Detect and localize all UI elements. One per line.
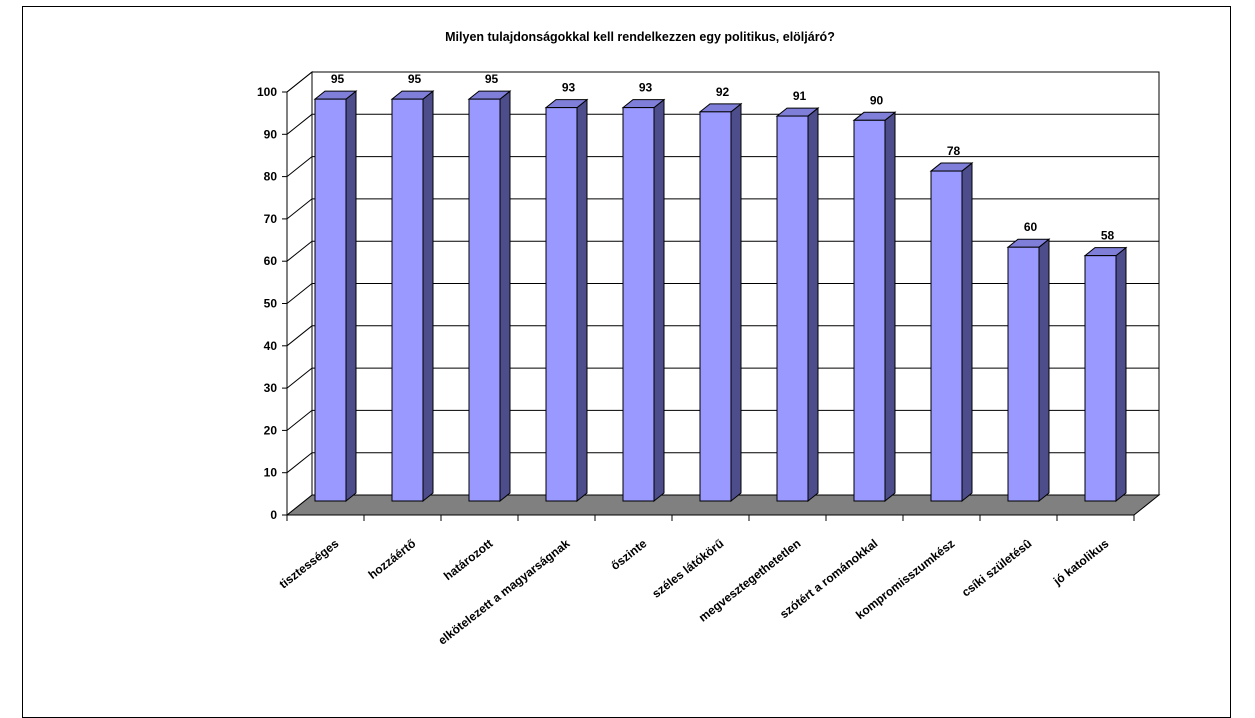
bar-side — [576, 98, 588, 503]
bar-side — [499, 90, 511, 503]
category-label: elkötelezett a magyarságnak — [435, 536, 572, 647]
y-tick-label: 70 — [264, 212, 278, 226]
bar-front — [853, 119, 886, 502]
y-tick-label: 60 — [264, 254, 278, 268]
bar-side — [961, 162, 973, 503]
bar-side — [345, 90, 357, 503]
category-label: tisztességes — [276, 536, 341, 591]
bar-front — [776, 115, 809, 502]
bar — [1083, 246, 1128, 503]
bar — [1006, 238, 1051, 503]
data-label: 58 — [1101, 229, 1115, 243]
y-tick-label: 100 — [257, 85, 277, 99]
bar-front — [930, 170, 963, 502]
y-tick-label: 80 — [264, 170, 278, 184]
data-label: 92 — [716, 85, 730, 99]
bar-front — [468, 98, 501, 502]
bar — [852, 111, 897, 503]
bar-front — [622, 107, 655, 502]
y-tick-label: 50 — [264, 297, 278, 311]
bar-front — [391, 98, 424, 502]
data-label: 95 — [331, 72, 345, 86]
bar-side — [807, 107, 819, 503]
category-label: jó katolikus — [1050, 536, 1112, 588]
category-label: csíki születésû — [959, 536, 1034, 599]
bar-side — [730, 102, 742, 503]
bar — [621, 98, 666, 503]
bar-side — [1038, 238, 1050, 503]
category-label: széles látókörű — [649, 536, 726, 600]
bar — [390, 90, 435, 503]
gridline — [286, 71, 1159, 93]
data-label: 95 — [485, 72, 499, 86]
bar-front — [314, 98, 347, 502]
chart-title: Milyen tulajdonságokkal kell rendelkezze… — [445, 30, 835, 44]
y-tick-label: 20 — [264, 423, 278, 437]
category-label: őszinte — [608, 536, 649, 573]
bar — [313, 90, 358, 503]
bar — [544, 98, 589, 503]
bar — [929, 162, 974, 503]
data-label: 91 — [793, 89, 807, 103]
y-tick-label: 40 — [264, 339, 278, 353]
bar-side — [653, 98, 665, 503]
bar — [467, 90, 512, 503]
data-label: 78 — [947, 144, 961, 158]
bar — [698, 102, 743, 503]
y-tick-label: 30 — [264, 381, 278, 395]
data-label: 93 — [562, 81, 576, 95]
category-label: hozzáértő — [366, 536, 419, 582]
bar-front — [1084, 255, 1117, 502]
category-label: határozott — [441, 536, 495, 583]
bar — [775, 107, 820, 503]
bar-side — [884, 111, 896, 503]
data-label: 90 — [870, 93, 884, 107]
bar-side — [1115, 246, 1127, 503]
data-label: 60 — [1024, 220, 1038, 234]
bar-front — [1007, 246, 1040, 502]
bars — [313, 90, 1128, 503]
bar-front — [699, 111, 732, 502]
y-tick-label: 0 — [270, 508, 277, 522]
y-tick-label: 90 — [264, 127, 278, 141]
data-label: 95 — [408, 72, 422, 86]
data-label: 93 — [639, 81, 653, 95]
y-tick-label: 10 — [264, 466, 278, 480]
bar-front — [545, 107, 578, 502]
bar-side — [422, 90, 434, 503]
